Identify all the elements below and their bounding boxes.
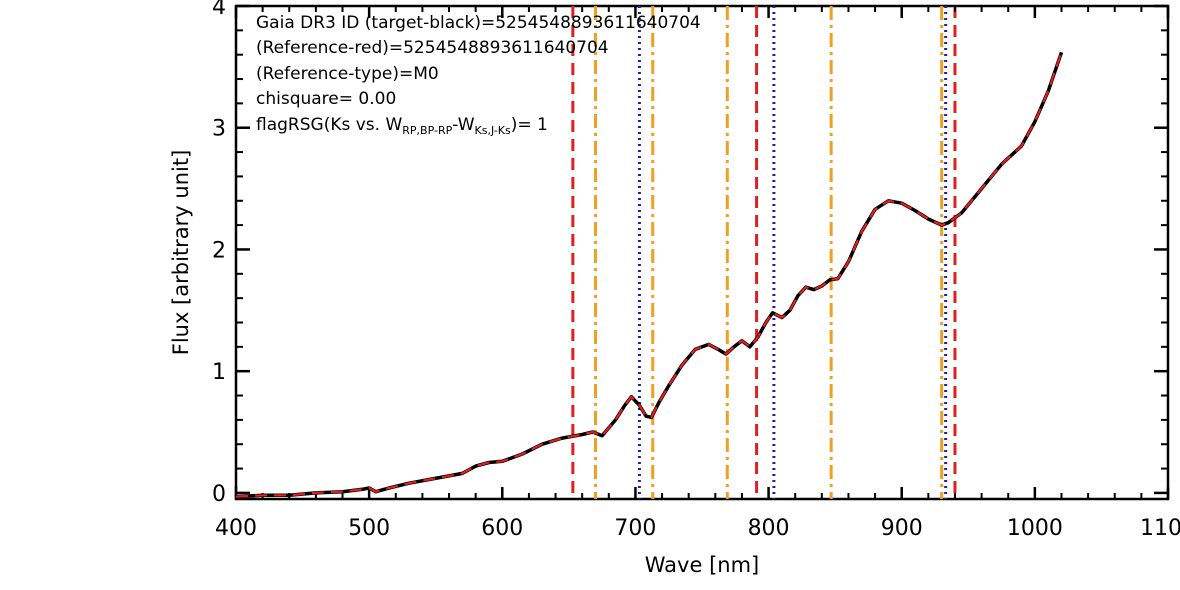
- y-tick-label: 4: [212, 0, 226, 20]
- y-tick-label: 3: [212, 117, 226, 142]
- flag-sub-2: Ks,J-Ks: [475, 124, 511, 137]
- x-tick-label: 600: [481, 516, 523, 541]
- flag-mid: -W: [452, 115, 474, 135]
- y-tick-label: 2: [212, 238, 226, 263]
- y-axis-title: Flux [arbitrary unit]: [169, 150, 193, 356]
- spectrum-series: [235, 51, 1064, 499]
- x-tick-label: 400: [215, 516, 257, 541]
- x-tick-label: 1000: [1007, 516, 1063, 541]
- plot-frame: [234, 4, 1170, 501]
- annotation-flag-rsg: flagRSG(Ks vs. WRP,BP-RP-WKs,J-Ks)= 1: [256, 115, 548, 137]
- reference-lines: [571, 6, 957, 499]
- x-axis-title: Wave [nm]: [645, 553, 759, 577]
- annotation-gaia-id: Gaia DR3 ID (target-black)=5254548893611…: [256, 13, 701, 33]
- flag-suffix: )= 1: [511, 115, 548, 135]
- x-tick-label: 900: [881, 516, 923, 541]
- annotation-reference: (Reference-red)=5254548893611640704: [256, 38, 609, 58]
- annotation-chisquare: chisquare= 0.00: [256, 89, 396, 109]
- y-tick-label: 1: [212, 360, 226, 385]
- reference-spectrum-line: [235, 51, 1063, 498]
- x-tick-label: 800: [748, 516, 790, 541]
- y-tick-label: 0: [212, 482, 226, 507]
- flag-sub-1: RP,BP-RP: [402, 124, 452, 137]
- x-tick-label: 700: [614, 516, 656, 541]
- axis-ticks: [234, 4, 1170, 499]
- flag-prefix: flagRSG(Ks vs. W: [256, 115, 402, 135]
- x-tick-label: 500: [348, 516, 390, 541]
- annotation-reference-type: (Reference-type)=M0: [256, 64, 439, 84]
